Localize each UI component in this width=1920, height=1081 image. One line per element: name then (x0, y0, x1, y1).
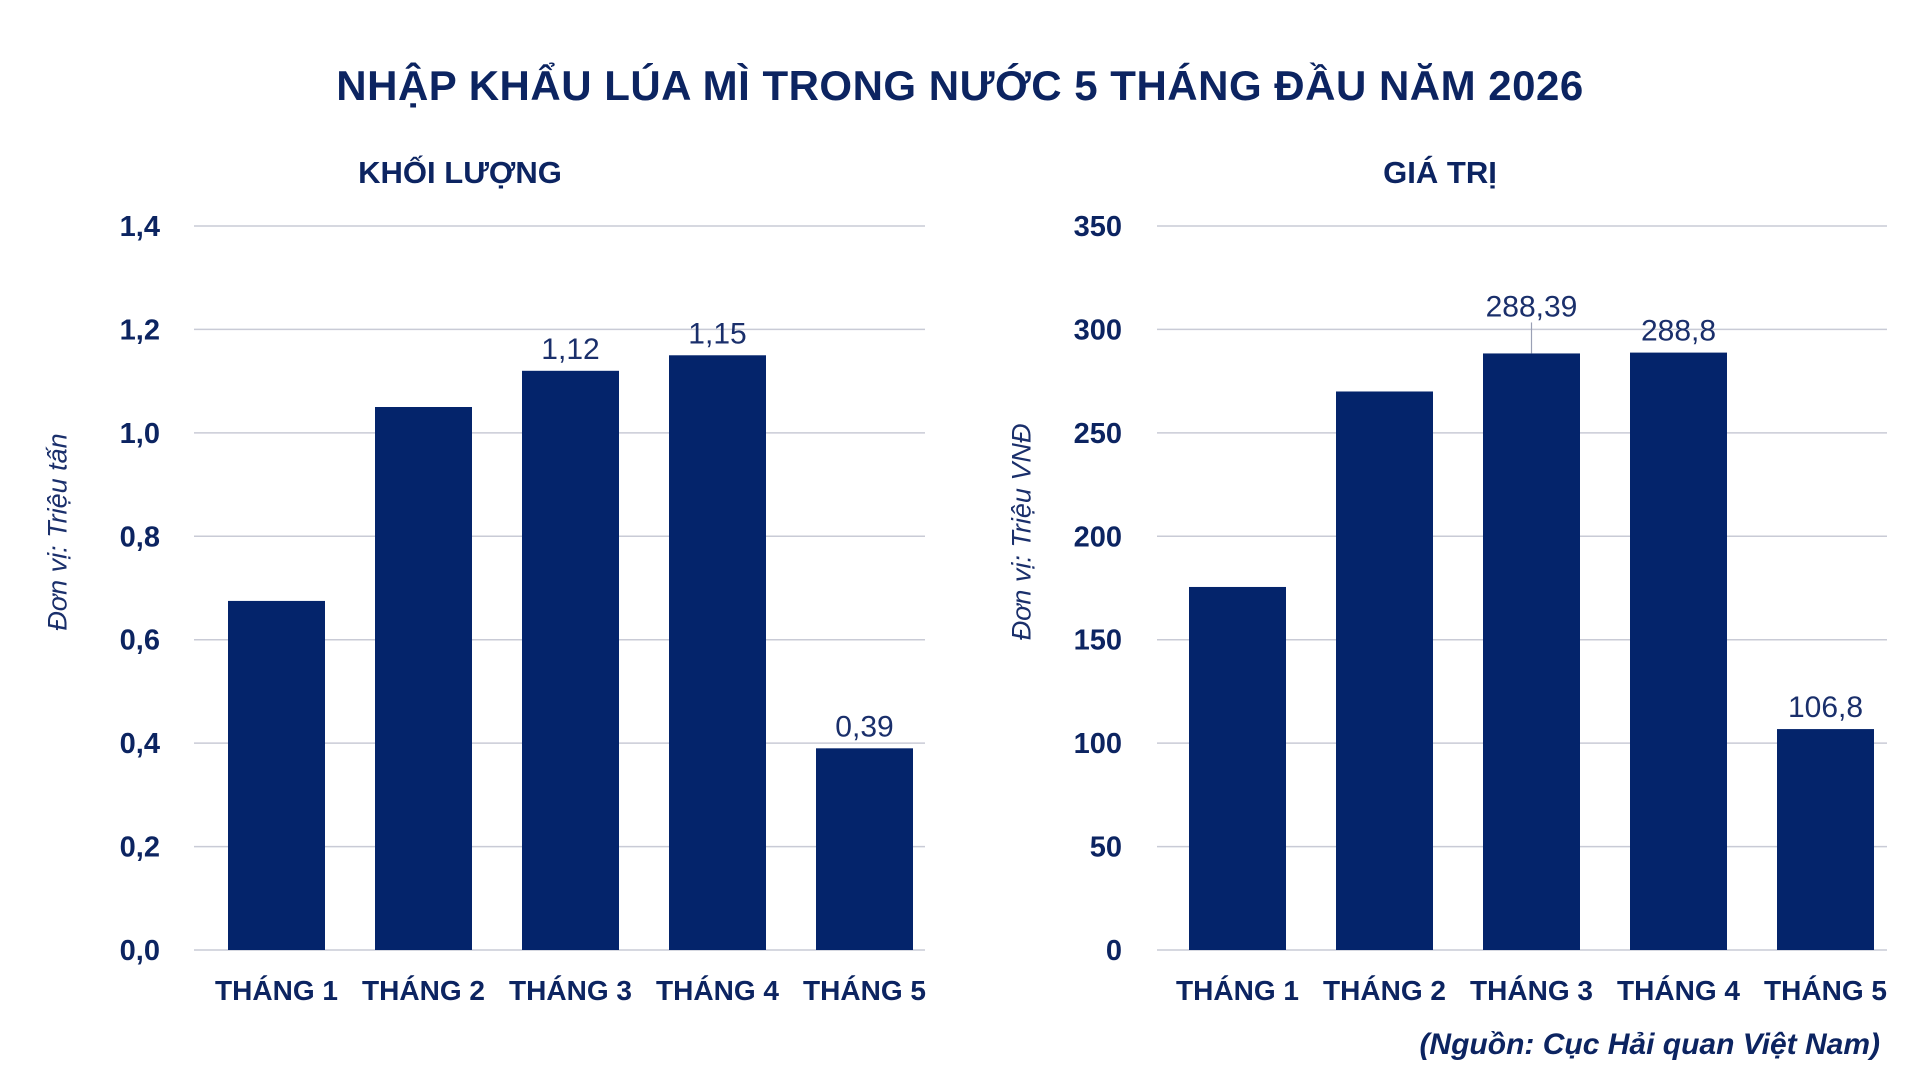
right-y-tick-label: 300 (1074, 314, 1122, 346)
left-data-label: 1,15 (688, 317, 746, 350)
left-data-label: 1,12 (541, 333, 599, 366)
left-y-tick-label: 1,0 (120, 418, 160, 450)
right-y-tick-label: 150 (1074, 625, 1122, 657)
right-category-label: THÁNG 4 (1617, 975, 1740, 1006)
right-y-tick-label: 0 (1106, 935, 1122, 967)
left-category-label: THÁNG 5 (803, 975, 926, 1006)
right-category-label: THÁNG 3 (1470, 975, 1593, 1006)
left-category-label: THÁNG 1 (215, 975, 338, 1006)
left-category-label: THÁNG 3 (509, 975, 632, 1006)
right-chart-title: GIÁ TRỊ (1383, 155, 1497, 190)
left-category-label: THÁNG 2 (362, 975, 485, 1006)
left-y-tick-label: 0,4 (120, 728, 160, 760)
right-data-label: 106,8 (1788, 691, 1863, 724)
right-bar (1630, 352, 1727, 950)
left-y-tick-label: 1,2 (120, 314, 160, 346)
source-note: (Nguồn: Cục Hải quan Việt Nam) (1419, 1028, 1880, 1061)
right-bar (1483, 353, 1580, 950)
right-y-tick-label: 350 (1074, 211, 1122, 243)
right-bar (1189, 586, 1286, 950)
left-category-label: THÁNG 4 (656, 975, 779, 1006)
right-category-label: THÁNG 2 (1323, 975, 1446, 1006)
right-bar (1777, 729, 1874, 950)
left-y-tick-label: 0,8 (120, 521, 160, 553)
right-data-label: 288,39 (1486, 290, 1578, 323)
left-bar (522, 370, 619, 950)
right-y-tick-label: 100 (1074, 728, 1122, 760)
left-bar (375, 407, 472, 950)
left-bar (816, 748, 913, 950)
right-category-label: THÁNG 1 (1176, 975, 1299, 1006)
right-bar (1336, 391, 1433, 950)
right-category-label: THÁNG 5 (1764, 975, 1887, 1006)
right-y-tick-label: 250 (1074, 418, 1122, 450)
main-title: NHẬP KHẨU LÚA MÌ TRONG NƯỚC 5 THÁNG ĐẦU … (336, 62, 1584, 109)
left-bar (228, 600, 325, 950)
left-y-tick-label: 0,2 (120, 832, 160, 864)
left-y-tick-label: 1,4 (120, 211, 160, 243)
right-y-tick-label: 200 (1074, 521, 1122, 553)
left-chart-title: KHỐI LƯỢNG (358, 155, 562, 190)
right-chart: 0 50 100 150 200 250 300 350 THÁNG 1 THÁNG 2 288,3… (1074, 211, 1887, 1006)
left-y-tick-label: 0,6 (120, 625, 160, 657)
right-y-tick-label: 50 (1090, 832, 1122, 864)
right-data-label: 288,8 (1641, 315, 1716, 348)
left-y-tick-label: 0,0 (120, 935, 160, 967)
left-chart: 0,0 0,2 0,4 0,6 0,8 1,0 1,2 1,4 THÁNG 1 THÁNG 2 1,… (120, 211, 926, 1006)
left-data-label: 0,39 (835, 710, 893, 743)
left-bar (669, 355, 766, 950)
